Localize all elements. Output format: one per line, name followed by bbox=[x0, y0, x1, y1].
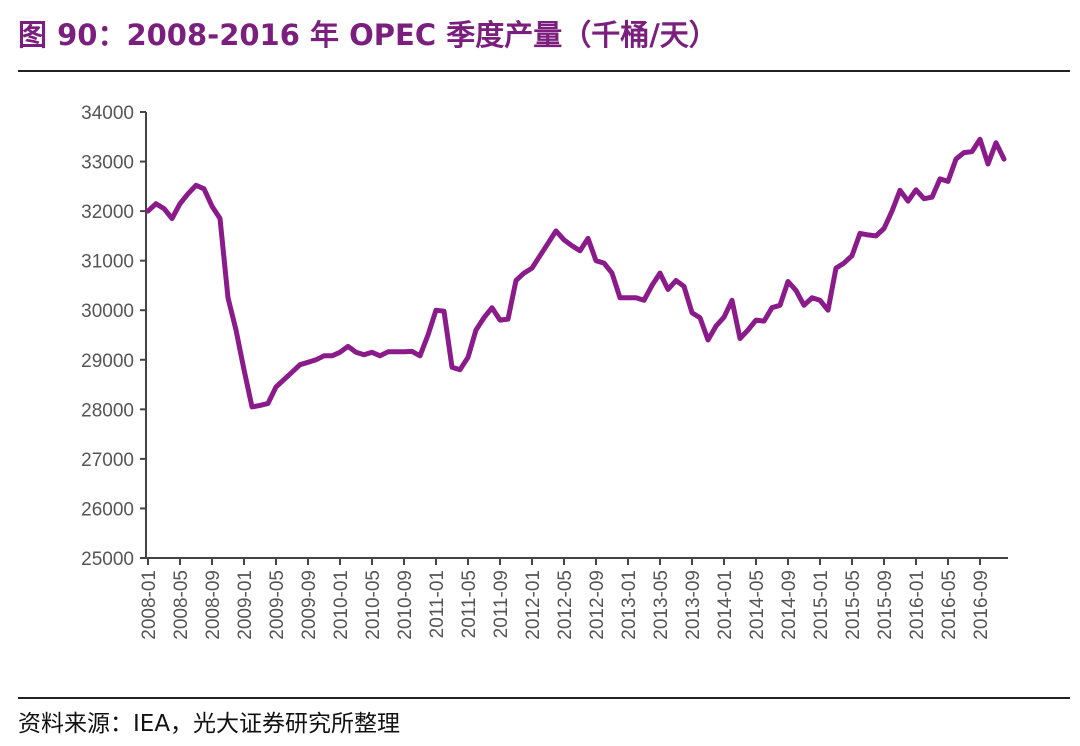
chart-title: 图 90：2008-2016 年 OPEC 季度产量（千桶/天） bbox=[18, 18, 718, 52]
x-tick-label: 2016-01 bbox=[907, 570, 928, 640]
x-tick-label: 2014-05 bbox=[747, 570, 768, 640]
x-tick-label: 2011-09 bbox=[491, 570, 512, 638]
x-tick-label: 2015-05 bbox=[843, 570, 864, 640]
y-axis: 25000 26000 27000 28000 29000 30000 31000 32000… bbox=[81, 103, 147, 570]
y-tick-label: 25000 bbox=[81, 549, 134, 570]
x-tick-label: 2012-09 bbox=[587, 570, 608, 640]
bottom-divider bbox=[18, 697, 1070, 699]
x-tick-label: 2011-05 bbox=[459, 570, 480, 638]
y-tick-label: 31000 bbox=[81, 252, 134, 273]
x-tick-label: 2012-05 bbox=[555, 570, 576, 640]
y-tick-label: 30000 bbox=[81, 301, 134, 322]
source-note: 资料来源：IEA，光大证券研究所整理 bbox=[18, 711, 401, 737]
y-tick-label: 29000 bbox=[81, 351, 134, 372]
y-tick-label: 26000 bbox=[81, 499, 134, 520]
x-tick-label: 2016-09 bbox=[971, 570, 992, 640]
x-tick-label: 2010-05 bbox=[363, 570, 384, 640]
x-tick-label: 2013-09 bbox=[683, 570, 704, 640]
x-tick-label: 2008-05 bbox=[171, 570, 192, 640]
x-tick-label: 2008-09 bbox=[203, 570, 224, 640]
x-tick-label: 2014-01 bbox=[715, 570, 736, 640]
x-tick-label: 2009-05 bbox=[267, 570, 288, 640]
x-tick-label: 2010-01 bbox=[331, 570, 352, 640]
x-tick-label: 2009-01 bbox=[235, 570, 256, 640]
x-tick-label: 2013-01 bbox=[619, 570, 640, 640]
x-tick-label: 2016-05 bbox=[939, 570, 960, 640]
y-tick-label: 28000 bbox=[81, 400, 134, 421]
y-tick-label: 34000 bbox=[81, 103, 134, 124]
x-tick-label: 2013-05 bbox=[651, 570, 672, 640]
x-tick-label: 2008-01 bbox=[139, 570, 160, 640]
x-tick-label: 2012-01 bbox=[523, 570, 544, 640]
x-tick-label: 2015-01 bbox=[811, 570, 832, 640]
x-tick-label: 2010-09 bbox=[395, 570, 416, 640]
x-axis: 2008-01 2008-05 2008-09 2009-01 2009-05 2009-… bbox=[139, 557, 1008, 640]
x-tick-label: 2009-09 bbox=[299, 570, 320, 640]
series bbox=[145, 136, 1007, 410]
top-divider bbox=[18, 70, 1070, 72]
x-tick-label: 2014-09 bbox=[779, 570, 800, 640]
y-tick-label: 27000 bbox=[81, 450, 134, 471]
y-tick-label: 32000 bbox=[81, 202, 134, 223]
series-line bbox=[145, 136, 1007, 410]
x-tick-label: 2011-01 bbox=[427, 570, 448, 638]
y-tick-label: 33000 bbox=[81, 153, 134, 174]
x-tick-label: 2015-09 bbox=[875, 570, 896, 640]
